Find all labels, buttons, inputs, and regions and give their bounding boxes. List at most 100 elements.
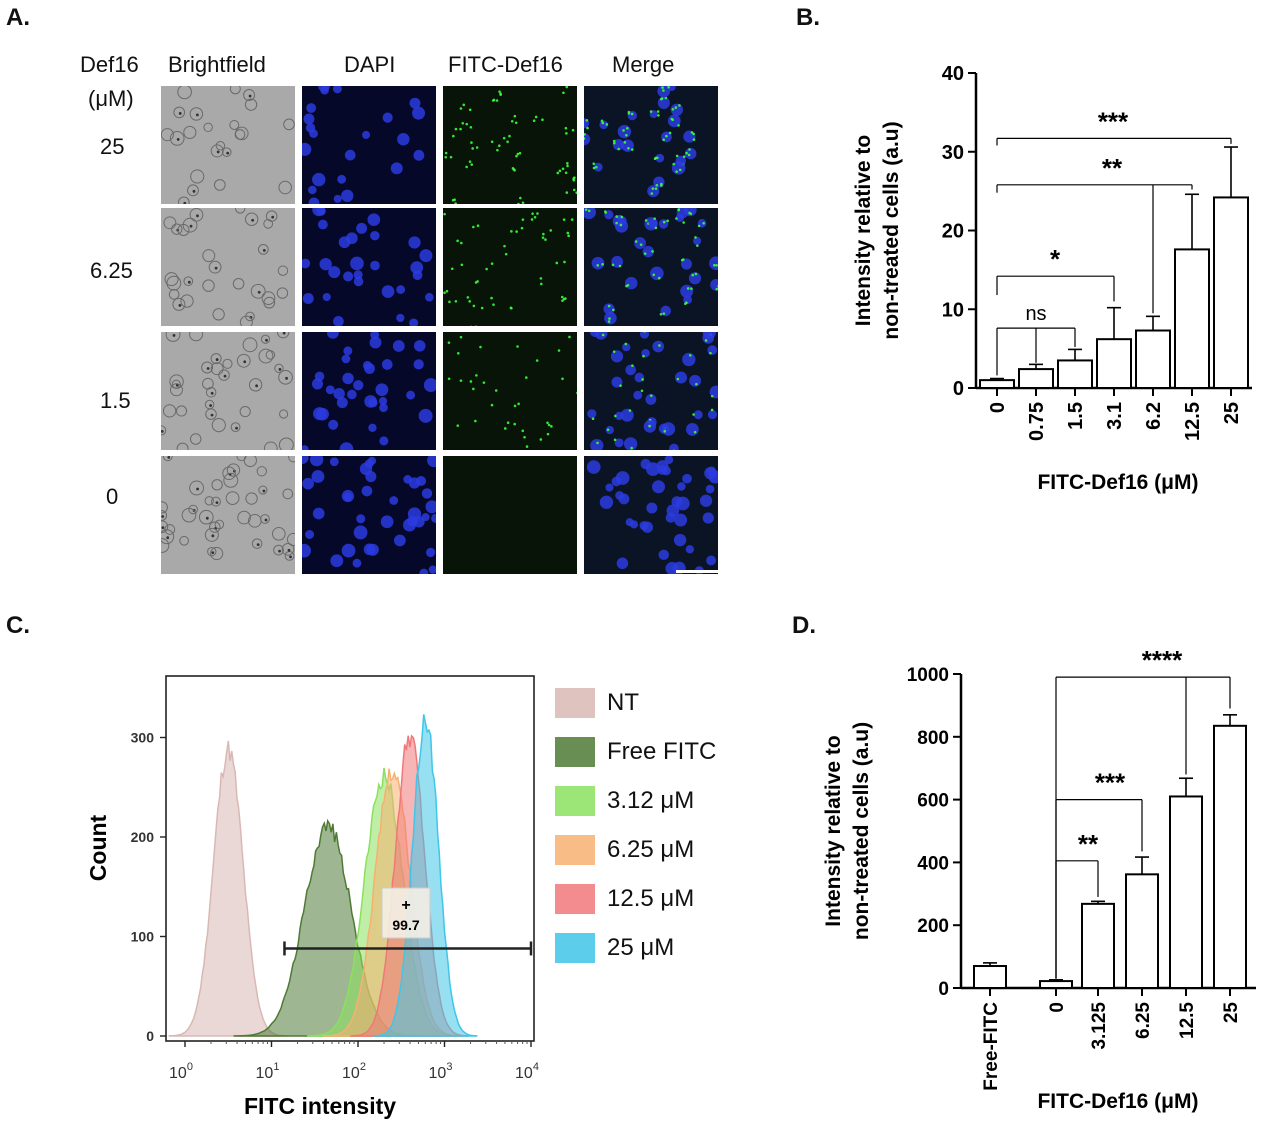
column-header-merge: Merge — [612, 52, 675, 77]
fitc-spot — [682, 221, 685, 224]
nucleus — [625, 276, 638, 290]
fitc-spot — [662, 138, 665, 142]
fitc-spot — [459, 379, 463, 382]
debris-dot — [278, 549, 281, 553]
fitc-spot — [456, 351, 460, 355]
x-axis-label: FITC-Def16 (μM) — [1037, 471, 1198, 494]
nucleus — [370, 332, 380, 340]
row-label-1-5: 1.5 — [100, 388, 131, 413]
debris-dot — [262, 489, 266, 493]
fitc-spot — [454, 299, 458, 303]
nucleus — [674, 371, 688, 384]
nucleus — [327, 332, 339, 339]
debris-dot — [211, 534, 215, 538]
micro-tile-texture — [161, 456, 295, 561]
micro-tile-merge — [584, 208, 718, 326]
nucleus — [431, 513, 436, 523]
cell-outline — [187, 184, 199, 197]
fitc-spot — [566, 161, 569, 165]
fitc-spot — [517, 202, 520, 204]
nucleus — [634, 372, 645, 383]
fitc-spot — [657, 276, 661, 280]
cell-outline — [198, 509, 214, 525]
fitc-spot — [550, 425, 553, 428]
fitc-spot — [585, 119, 589, 122]
nucleus — [707, 345, 718, 356]
fitc-spot — [634, 240, 638, 243]
cell-outline — [218, 369, 230, 381]
nucleus — [367, 213, 381, 227]
fitc-spot — [502, 136, 506, 140]
y-axis-label-line2: non-treated cells (a.u) — [880, 121, 903, 339]
cell-outline — [271, 526, 286, 541]
nucleus — [634, 237, 646, 249]
legend-label: 6.25 μM — [607, 836, 695, 863]
cell-outline — [201, 361, 214, 374]
fitc-spot — [567, 234, 570, 238]
nucleus — [316, 208, 326, 216]
fitc-spot — [640, 389, 644, 393]
x-tick-label: 6.25 — [1133, 1002, 1154, 1039]
fitc-spot — [506, 421, 510, 425]
fitc-spot — [476, 224, 480, 228]
fitc-spot — [476, 280, 479, 283]
fitc-spot — [565, 86, 569, 89]
nucleus — [343, 346, 353, 356]
nucleus — [408, 236, 421, 249]
nucleus — [332, 86, 342, 94]
nucleus — [413, 359, 424, 370]
fitc-spot — [470, 141, 473, 144]
nucleus — [675, 213, 685, 222]
fitc-spot — [674, 106, 678, 109]
y-tick-label: 300 — [131, 730, 155, 746]
y-tick-label: 20 — [942, 221, 964, 243]
fitc-spot — [448, 300, 451, 304]
fitc-spot — [678, 104, 681, 107]
fitc-spot — [503, 427, 507, 430]
cell-outline — [204, 527, 219, 542]
fitc-spot — [584, 137, 586, 140]
cell-outline — [212, 308, 225, 321]
cell-outline — [243, 89, 256, 102]
fitc-spot — [444, 155, 448, 159]
nucleus — [428, 565, 436, 574]
row-label-0: 0 — [106, 484, 119, 509]
nucleus — [413, 516, 425, 528]
debris-dot — [161, 430, 164, 433]
fitc-spot — [468, 160, 472, 163]
legend-label: Free FITC — [607, 738, 717, 765]
nucleus — [706, 555, 717, 566]
cell-outline — [183, 276, 194, 287]
fitc-spot — [660, 97, 664, 100]
fitc-spot — [660, 182, 663, 186]
nucleus — [623, 437, 638, 450]
nucleus — [319, 257, 332, 271]
fitc-spot — [561, 299, 564, 302]
bar — [973, 965, 1007, 989]
fitc-spot — [596, 264, 600, 267]
cell-outline — [166, 275, 182, 291]
gate-label-box — [381, 887, 431, 939]
significance-label: **** — [1142, 645, 1183, 675]
fitc-spot — [525, 376, 528, 379]
fitc-spot — [515, 230, 518, 233]
cell-outline — [257, 244, 269, 255]
nucleus — [345, 232, 358, 245]
micro-tile-texture — [302, 208, 434, 326]
nucleus — [625, 364, 637, 376]
debris-dot — [262, 249, 266, 252]
fitc-spot — [712, 263, 716, 267]
debris-dot — [285, 376, 288, 380]
cell-outline — [232, 277, 245, 290]
fitc-spot — [572, 178, 576, 182]
fitc-spot — [662, 220, 666, 224]
fitc-spot — [494, 389, 498, 392]
debris-dot — [166, 536, 170, 540]
debris-dot — [235, 426, 238, 430]
fitc-spot — [516, 152, 520, 156]
fitc-spot — [626, 126, 629, 130]
nucleus — [593, 162, 603, 172]
legend-item: 12.5 μM — [555, 882, 694, 916]
cell-outline — [281, 542, 295, 556]
fitc-spot — [661, 86, 664, 89]
